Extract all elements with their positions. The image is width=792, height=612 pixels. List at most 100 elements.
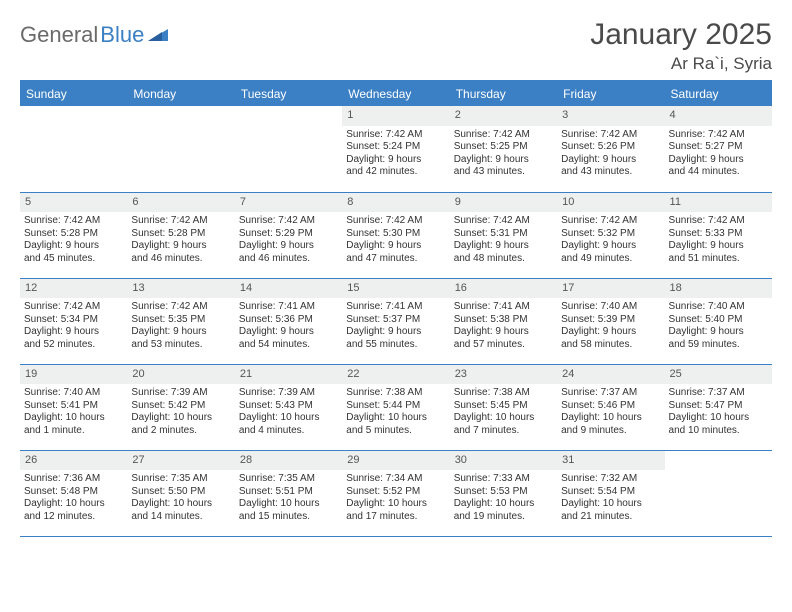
day-header-row: Sunday Monday Tuesday Wednesday Thursday… <box>20 81 772 106</box>
daylight-text: and 43 minutes. <box>561 166 660 179</box>
sunrise-text: Sunrise: 7:41 AM <box>239 301 338 314</box>
daylight-text: and 45 minutes. <box>24 253 123 266</box>
logo: General Blue <box>20 18 168 48</box>
sunrise-text: Sunrise: 7:40 AM <box>561 301 660 314</box>
sunset-text: Sunset: 5:40 PM <box>669 314 768 327</box>
sunrise-text: Sunrise: 7:34 AM <box>346 473 445 486</box>
calendar-cell: 6Sunrise: 7:42 AMSunset: 5:28 PMDaylight… <box>127 192 234 278</box>
daylight-text: and 2 minutes. <box>131 425 230 438</box>
daylight-text: and 57 minutes. <box>454 339 553 352</box>
day-number: 5 <box>20 193 127 213</box>
daylight-text: Daylight: 9 hours <box>669 154 768 167</box>
day-number: 12 <box>20 279 127 299</box>
sunset-text: Sunset: 5:36 PM <box>239 314 338 327</box>
day-number: 29 <box>342 451 449 471</box>
daylight-text: Daylight: 10 hours <box>131 412 230 425</box>
sunset-text: Sunset: 5:27 PM <box>669 141 768 154</box>
day-number: 10 <box>557 193 664 213</box>
sunrise-text: Sunrise: 7:32 AM <box>561 473 660 486</box>
calendar-cell: 19Sunrise: 7:40 AMSunset: 5:41 PMDayligh… <box>20 364 127 450</box>
sunset-text: Sunset: 5:53 PM <box>454 486 553 499</box>
sunrise-text: Sunrise: 7:42 AM <box>346 129 445 142</box>
daylight-text: and 48 minutes. <box>454 253 553 266</box>
month-title: January 2025 <box>590 18 772 52</box>
sunset-text: Sunset: 5:31 PM <box>454 228 553 241</box>
sunrise-text: Sunrise: 7:38 AM <box>346 387 445 400</box>
day-number: 15 <box>342 279 449 299</box>
day-number: 22 <box>342 365 449 385</box>
daylight-text: and 4 minutes. <box>239 425 338 438</box>
sunrise-text: Sunrise: 7:35 AM <box>131 473 230 486</box>
daylight-text: Daylight: 10 hours <box>346 498 445 511</box>
day-number: 7 <box>235 193 342 213</box>
logo-text-blue: Blue <box>100 22 144 48</box>
day-header: Tuesday <box>235 81 342 106</box>
sunrise-text: Sunrise: 7:36 AM <box>24 473 123 486</box>
daylight-text: Daylight: 10 hours <box>561 412 660 425</box>
daylight-text: and 17 minutes. <box>346 511 445 524</box>
sunrise-text: Sunrise: 7:40 AM <box>24 387 123 400</box>
day-number: 9 <box>450 193 557 213</box>
calendar-cell: 13Sunrise: 7:42 AMSunset: 5:35 PMDayligh… <box>127 278 234 364</box>
calendar-cell: 29Sunrise: 7:34 AMSunset: 5:52 PMDayligh… <box>342 450 449 536</box>
daylight-text: Daylight: 10 hours <box>239 498 338 511</box>
sunset-text: Sunset: 5:25 PM <box>454 141 553 154</box>
daylight-text: Daylight: 10 hours <box>346 412 445 425</box>
sunrise-text: Sunrise: 7:41 AM <box>454 301 553 314</box>
day-number: 23 <box>450 365 557 385</box>
calendar-cell: 18Sunrise: 7:40 AMSunset: 5:40 PMDayligh… <box>665 278 772 364</box>
day-number: 20 <box>127 365 234 385</box>
calendar-cell: 24Sunrise: 7:37 AMSunset: 5:46 PMDayligh… <box>557 364 664 450</box>
daylight-text: Daylight: 9 hours <box>131 240 230 253</box>
day-number: 30 <box>450 451 557 471</box>
calendar-cell: 4Sunrise: 7:42 AMSunset: 5:27 PMDaylight… <box>665 106 772 192</box>
daylight-text: Daylight: 10 hours <box>561 498 660 511</box>
daylight-text: and 51 minutes. <box>669 253 768 266</box>
daylight-text: and 59 minutes. <box>669 339 768 352</box>
day-number: 18 <box>665 279 772 299</box>
daylight-text: Daylight: 10 hours <box>131 498 230 511</box>
sunrise-text: Sunrise: 7:41 AM <box>346 301 445 314</box>
calendar-cell: 9Sunrise: 7:42 AMSunset: 5:31 PMDaylight… <box>450 192 557 278</box>
daylight-text: Daylight: 10 hours <box>24 412 123 425</box>
sunrise-text: Sunrise: 7:42 AM <box>131 215 230 228</box>
daylight-text: and 46 minutes. <box>239 253 338 266</box>
daylight-text: and 47 minutes. <box>346 253 445 266</box>
daylight-text: Daylight: 9 hours <box>239 240 338 253</box>
daylight-text: Daylight: 10 hours <box>239 412 338 425</box>
calendar-row: 1Sunrise: 7:42 AMSunset: 5:24 PMDaylight… <box>20 106 772 192</box>
sunrise-text: Sunrise: 7:42 AM <box>454 215 553 228</box>
daylight-text: and 21 minutes. <box>561 511 660 524</box>
day-number: 26 <box>20 451 127 471</box>
day-header: Saturday <box>665 81 772 106</box>
calendar-cell: 22Sunrise: 7:38 AMSunset: 5:44 PMDayligh… <box>342 364 449 450</box>
calendar-cell <box>665 450 772 536</box>
sunrise-text: Sunrise: 7:39 AM <box>239 387 338 400</box>
calendar-cell: 17Sunrise: 7:40 AMSunset: 5:39 PMDayligh… <box>557 278 664 364</box>
daylight-text: and 12 minutes. <box>24 511 123 524</box>
sunset-text: Sunset: 5:29 PM <box>239 228 338 241</box>
daylight-text: Daylight: 9 hours <box>24 326 123 339</box>
day-number: 4 <box>665 106 772 126</box>
sunrise-text: Sunrise: 7:42 AM <box>131 301 230 314</box>
sunset-text: Sunset: 5:24 PM <box>346 141 445 154</box>
logo-triangle-icon <box>148 25 168 46</box>
calendar-row: 12Sunrise: 7:42 AMSunset: 5:34 PMDayligh… <box>20 278 772 364</box>
calendar-cell: 28Sunrise: 7:35 AMSunset: 5:51 PMDayligh… <box>235 450 342 536</box>
sunrise-text: Sunrise: 7:42 AM <box>24 301 123 314</box>
calendar-page: General Blue January 2025 Ar Ra`i, Syria… <box>0 0 792 547</box>
day-header: Wednesday <box>342 81 449 106</box>
day-number: 24 <box>557 365 664 385</box>
day-number: 31 <box>557 451 664 471</box>
calendar-cell <box>235 106 342 192</box>
day-header: Friday <box>557 81 664 106</box>
day-number: 27 <box>127 451 234 471</box>
sunrise-text: Sunrise: 7:42 AM <box>561 129 660 142</box>
calendar-cell <box>20 106 127 192</box>
calendar-table: Sunday Monday Tuesday Wednesday Thursday… <box>20 80 772 537</box>
sunset-text: Sunset: 5:28 PM <box>131 228 230 241</box>
calendar-cell: 21Sunrise: 7:39 AMSunset: 5:43 PMDayligh… <box>235 364 342 450</box>
header: General Blue January 2025 Ar Ra`i, Syria <box>20 18 772 74</box>
calendar-cell: 20Sunrise: 7:39 AMSunset: 5:42 PMDayligh… <box>127 364 234 450</box>
day-number: 2 <box>450 106 557 126</box>
